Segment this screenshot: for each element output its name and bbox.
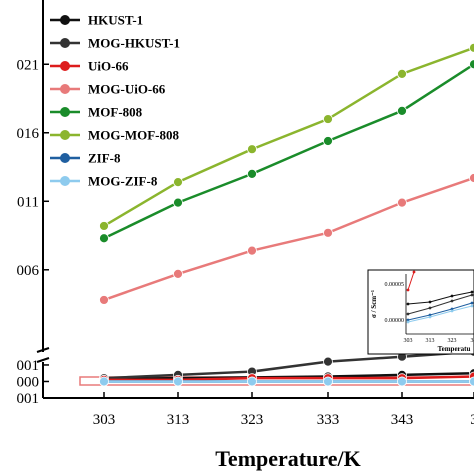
y-tick-label: 011 [17,194,39,210]
legend-marker [60,61,70,71]
inset-data-point [428,300,432,304]
x-tick-label: 323 [241,412,264,428]
inset-data-point [450,299,454,303]
data-point [469,376,474,387]
inset-data-point [470,301,474,305]
data-point [397,68,407,79]
data-point [397,105,407,116]
data-point [173,376,183,387]
data-point [99,233,109,244]
y-tick-label: 021 [17,57,40,73]
series-line [103,46,474,228]
legend-marker [60,176,70,186]
axis-break-mark [36,357,50,363]
inset-y-tick-label: 0.00005 [385,282,405,288]
inset-data-point [406,302,410,306]
legend-label: MOG-ZIF-8 [88,174,158,189]
legend-label: UiO-66 [88,59,129,74]
series-line [103,176,474,302]
data-point [99,295,109,305]
legend-marker [60,84,70,94]
data-point [323,114,333,124]
inset-data-point [412,270,416,274]
inset-series-line [407,291,473,305]
inset-data-point [428,315,432,319]
y-tick-label: 016 [17,126,40,142]
inset-x-tick-label: 3 [471,338,474,344]
inset-x-tick-label: 313 [426,338,435,344]
inset-y-tick-label: 0.00000 [385,318,405,324]
inset-data-point [406,288,410,292]
y-tick-label: 006 [17,263,40,279]
data-point [323,376,333,387]
legend: HKUST-1 MOG-HKUST-1 UiO-66 MOG-UiO-66 MOF-80… [50,13,180,189]
x-tick-label: 3 [470,412,474,428]
data-point [469,42,474,53]
inset-x-label: Temperatu [438,345,471,353]
y-tick-label: 001 [17,391,40,407]
data-point [323,356,333,367]
inset-series-line [407,305,473,323]
data-point [397,197,407,208]
data-point [247,168,257,179]
series-line [104,375,474,382]
data-point [323,227,333,238]
inset-data-point [406,318,410,322]
data-point [469,59,474,70]
legend-label: HKUST-1 [88,13,143,28]
x-tick-label: 313 [167,412,190,428]
legend-marker [60,38,70,48]
inset-data-point [428,313,432,317]
data-point [247,245,257,256]
inset-y-label: σ / Scm⁻¹ [370,290,378,318]
inset-data-point [450,294,454,298]
y-tick-label: 000 [17,374,40,390]
data-point [247,376,257,387]
legend-marker [60,107,70,117]
x-tick-label: 333 [317,412,340,428]
data-point [323,136,333,146]
inset-frame [367,269,474,355]
legend-marker [60,15,70,25]
series-line [103,63,474,240]
legend-label: MOG-HKUST-1 [88,36,180,51]
x-axis-title: Temperature/K [215,446,360,471]
inset-data-point [450,309,454,313]
data-point [247,144,257,155]
data-point [173,197,183,208]
legend-marker [60,130,70,140]
inset-series-line [407,294,473,315]
inset-data-point [470,290,474,294]
inset-data-point [470,293,474,297]
inset-series-line [407,271,415,291]
x-tick-label: 303 [93,412,116,428]
series-line [103,350,474,380]
inset-chart: σ / Scm⁻¹ 0.00005 0.00000 303 313 323 3Tempera… [367,269,474,355]
inset-data-point [450,307,454,311]
data-point [173,177,183,187]
data-point [173,268,183,279]
legend-label: MOF-808 [88,105,143,120]
inset-data-point [428,306,432,310]
inset-x-tick-label: 303 [404,338,413,344]
data-point [99,376,109,387]
y-tick-label: 001 [17,358,40,374]
data-point [469,173,474,183]
inset-data-point [470,304,474,308]
series-layer [99,42,474,387]
inset-x-tick-label: 323 [448,338,457,344]
legend-marker [60,153,70,163]
legend-label: ZIF-8 [88,151,121,166]
inset-data-point [406,320,410,324]
legend-label: MOG-UiO-66 [88,82,166,97]
inset-series-line [407,302,473,321]
data-point [397,376,407,387]
inset-data-point [406,312,410,316]
x-tick-label: 343 [391,412,414,428]
data-point [99,221,109,231]
legend-label: MOG-MOF-808 [88,128,179,143]
axis-break-mark [36,347,50,353]
